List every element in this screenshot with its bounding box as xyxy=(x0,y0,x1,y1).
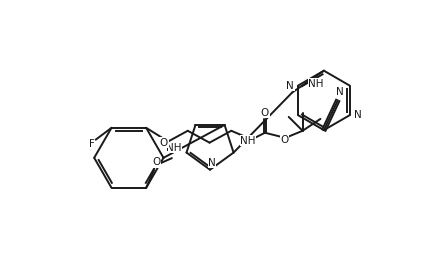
Text: N: N xyxy=(286,81,294,90)
Text: O: O xyxy=(281,135,289,145)
Text: NH: NH xyxy=(166,143,181,153)
Text: N: N xyxy=(208,158,216,168)
Text: N: N xyxy=(336,87,344,97)
Text: F: F xyxy=(89,139,95,149)
Text: N: N xyxy=(354,110,361,120)
Text: NH: NH xyxy=(308,79,324,88)
Text: O: O xyxy=(261,108,269,118)
Text: O: O xyxy=(152,157,160,167)
Text: O: O xyxy=(160,138,168,148)
Text: NH: NH xyxy=(240,136,256,146)
